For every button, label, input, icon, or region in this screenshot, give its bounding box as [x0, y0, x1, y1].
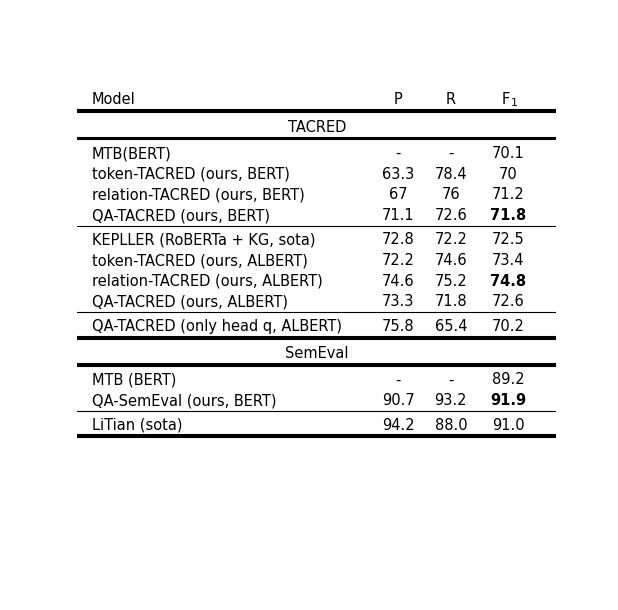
Text: MTB(BERT): MTB(BERT)	[91, 146, 171, 161]
Text: P: P	[394, 93, 402, 107]
Text: -: -	[448, 146, 454, 161]
Text: 91.9: 91.9	[490, 393, 527, 408]
Text: 71.2: 71.2	[492, 187, 525, 203]
Text: SemEval: SemEval	[285, 346, 349, 361]
Text: 90.7: 90.7	[382, 393, 415, 408]
Text: 71.1: 71.1	[382, 208, 415, 223]
Text: 71.8: 71.8	[490, 208, 527, 223]
Text: QA-TACRED (only head q, ALBERT): QA-TACRED (only head q, ALBERT)	[91, 319, 342, 334]
Text: Model: Model	[91, 93, 135, 107]
Text: 72.6: 72.6	[434, 208, 467, 223]
Text: QA-SemEval (ours, BERT): QA-SemEval (ours, BERT)	[91, 393, 276, 408]
Text: token-TACRED (ours, ALBERT): token-TACRED (ours, ALBERT)	[91, 253, 308, 268]
Text: 74.6: 74.6	[382, 274, 415, 289]
Text: R: R	[446, 93, 456, 107]
Text: 72.5: 72.5	[492, 232, 525, 248]
Text: QA-TACRED (ours, ALBERT): QA-TACRED (ours, ALBERT)	[91, 295, 287, 309]
Text: 78.4: 78.4	[434, 167, 467, 182]
Text: QA-TACRED (ours, BERT): QA-TACRED (ours, BERT)	[91, 208, 269, 223]
Text: -: -	[448, 373, 454, 387]
Text: TACRED: TACRED	[287, 120, 346, 135]
Text: 75.2: 75.2	[434, 274, 467, 289]
Text: -: -	[396, 146, 401, 161]
Text: 72.8: 72.8	[382, 232, 415, 248]
Text: 67: 67	[389, 187, 407, 203]
Text: -: -	[396, 373, 401, 387]
Text: 88.0: 88.0	[434, 417, 467, 432]
Text: 63.3: 63.3	[382, 167, 414, 182]
Text: 71.8: 71.8	[434, 295, 467, 309]
Text: 74.8: 74.8	[490, 274, 527, 289]
Text: F: F	[502, 93, 510, 107]
Text: token-TACRED (ours, BERT): token-TACRED (ours, BERT)	[91, 167, 289, 182]
Text: 75.8: 75.8	[382, 319, 415, 334]
Text: 72.2: 72.2	[382, 253, 415, 268]
Text: 91.0: 91.0	[492, 417, 525, 432]
Text: 74.6: 74.6	[434, 253, 467, 268]
Text: LiTian (sota): LiTian (sota)	[91, 417, 182, 432]
Text: relation-TACRED (ours, BERT): relation-TACRED (ours, BERT)	[91, 187, 305, 203]
Text: 72.6: 72.6	[492, 295, 525, 309]
Text: 73.4: 73.4	[492, 253, 525, 268]
Text: 1: 1	[511, 98, 518, 108]
Text: 89.2: 89.2	[492, 373, 525, 387]
Text: 70.2: 70.2	[492, 319, 525, 334]
Text: 65.4: 65.4	[434, 319, 467, 334]
Text: 73.3: 73.3	[382, 295, 414, 309]
Text: 94.2: 94.2	[382, 417, 415, 432]
Text: 70.1: 70.1	[492, 146, 525, 161]
Text: MTB (BERT): MTB (BERT)	[91, 373, 176, 387]
Text: 93.2: 93.2	[434, 393, 467, 408]
Text: KEPLLER (RoBERTa + KG, sota): KEPLLER (RoBERTa + KG, sota)	[91, 232, 315, 248]
Text: relation-TACRED (ours, ALBERT): relation-TACRED (ours, ALBERT)	[91, 274, 323, 289]
Text: 72.2: 72.2	[434, 232, 467, 248]
Text: 70: 70	[499, 167, 518, 182]
Text: 76: 76	[441, 187, 460, 203]
